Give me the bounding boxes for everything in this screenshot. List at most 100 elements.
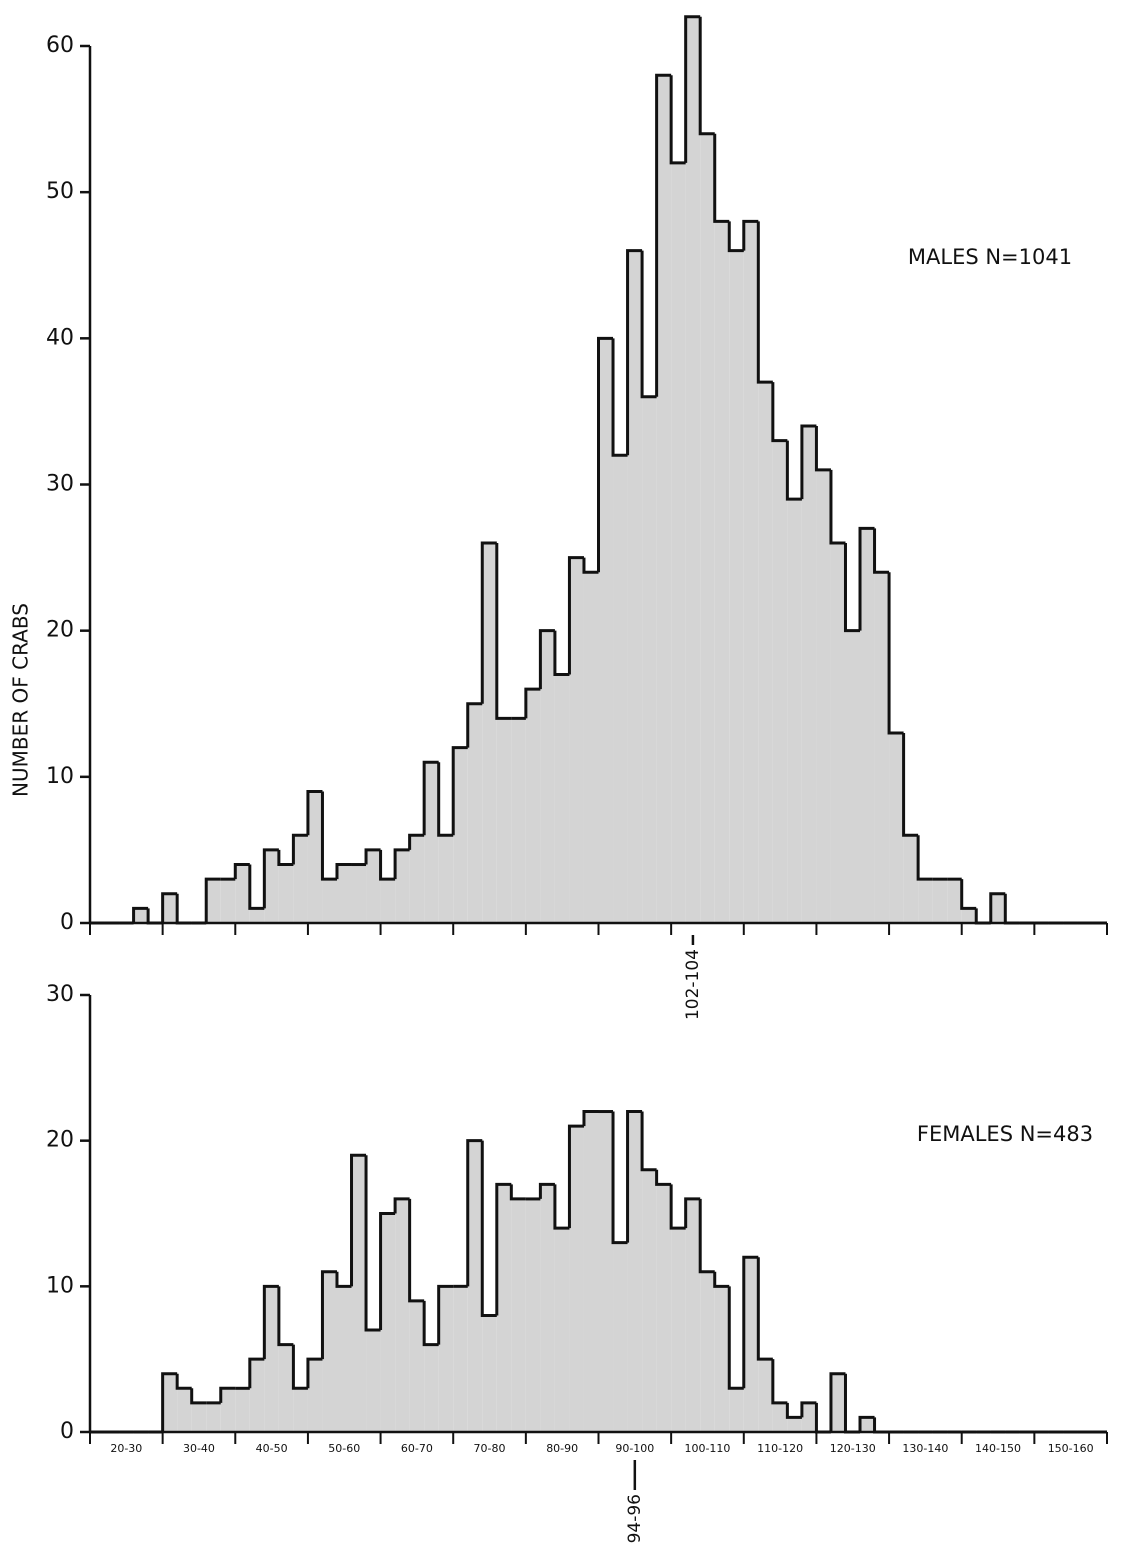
bar-outline xyxy=(161,892,178,923)
bar xyxy=(220,1388,236,1432)
bar xyxy=(860,528,875,923)
bar xyxy=(177,1388,192,1432)
bar-outline xyxy=(713,1271,730,1288)
annotation: MALES N=1041 xyxy=(908,245,1072,269)
bar xyxy=(830,542,846,923)
bar-outline xyxy=(335,1271,352,1288)
x-tick-label: 130-140 xyxy=(902,1442,948,1455)
bar xyxy=(613,1242,628,1432)
bar-outline xyxy=(393,848,410,880)
bar xyxy=(554,674,570,923)
x-tick-label: 110-120 xyxy=(757,1442,803,1455)
bar-outline xyxy=(248,864,265,910)
bar xyxy=(874,572,890,923)
bar-outline xyxy=(742,1255,759,1389)
bar xyxy=(961,908,977,923)
bar-outline xyxy=(727,221,744,253)
bar xyxy=(613,455,628,923)
bar-outline xyxy=(771,382,788,443)
bar-outline xyxy=(451,746,468,836)
bar-outline xyxy=(306,789,323,836)
bar-outline xyxy=(1003,893,1020,925)
bar xyxy=(772,1402,788,1432)
bar-outline xyxy=(466,702,483,748)
bar-outline xyxy=(655,73,672,397)
bar xyxy=(787,1417,802,1432)
bar xyxy=(845,630,861,923)
bar xyxy=(278,864,294,923)
bar-outline xyxy=(873,528,890,574)
bar-outline xyxy=(873,1417,890,1434)
bar xyxy=(220,879,236,923)
bar-outline xyxy=(814,426,831,472)
bar xyxy=(467,703,483,923)
bar-outline xyxy=(175,1373,192,1390)
bar-outline xyxy=(640,250,657,399)
bar-outline xyxy=(219,1386,236,1403)
bar-outline xyxy=(320,1270,337,1360)
bar-outline xyxy=(858,526,875,631)
bar xyxy=(758,382,773,923)
bar xyxy=(525,1198,541,1432)
bar-outline xyxy=(727,1286,744,1390)
bar xyxy=(598,338,614,923)
bar xyxy=(336,864,352,923)
bar xyxy=(395,849,410,923)
bar xyxy=(264,849,279,923)
bar xyxy=(540,630,555,923)
bar-outline xyxy=(364,1155,381,1332)
x-tick-label: 90-100 xyxy=(615,1442,654,1455)
bar-outline xyxy=(684,15,701,163)
bar xyxy=(264,1286,279,1432)
x-tick-label: 120-130 xyxy=(830,1442,876,1455)
bar-outline xyxy=(843,542,861,633)
bar xyxy=(453,747,468,923)
bar-outline xyxy=(756,221,773,384)
bar xyxy=(351,864,367,923)
bar-outline xyxy=(916,835,933,881)
bar xyxy=(293,1388,308,1432)
bar-outline xyxy=(785,440,802,501)
x-tick-label: 80-90 xyxy=(546,1442,578,1455)
y-axis-label: NUMBER OF CRABS xyxy=(9,603,33,797)
bar-outline xyxy=(974,908,991,925)
bar xyxy=(671,1228,686,1432)
x-tick-label: 50-60 xyxy=(328,1442,360,1455)
x-tick-label: 30-40 xyxy=(183,1442,215,1455)
bar xyxy=(380,879,396,923)
bar-outline xyxy=(422,1300,439,1347)
bar xyxy=(729,1388,744,1432)
y-tick-label: 30 xyxy=(46,982,74,1007)
bar xyxy=(903,835,919,923)
bar xyxy=(990,893,1006,923)
y-tick-label: 0 xyxy=(60,1419,74,1444)
x-tick-label: 70-80 xyxy=(474,1442,506,1455)
bar-outline xyxy=(713,133,730,223)
bar xyxy=(162,893,178,923)
bar xyxy=(351,1155,367,1432)
bar-outline xyxy=(814,1402,831,1434)
bar-outline xyxy=(248,1357,265,1389)
bar-outline xyxy=(233,863,250,880)
bar xyxy=(889,732,904,923)
bar-outline xyxy=(422,760,439,836)
bar xyxy=(293,835,308,923)
bar xyxy=(438,1286,454,1432)
bar-outline xyxy=(611,1111,628,1245)
bar xyxy=(191,1402,207,1432)
bar-outline xyxy=(524,687,541,719)
bar xyxy=(206,1402,221,1432)
x-tick-label: 60-70 xyxy=(401,1442,433,1455)
bar-outline xyxy=(379,849,396,881)
bar xyxy=(424,762,439,923)
bar-outline xyxy=(437,762,454,837)
bar-outline xyxy=(495,542,512,720)
bar-outline xyxy=(582,557,599,574)
bar xyxy=(801,1402,817,1432)
bar xyxy=(656,75,672,923)
bar xyxy=(511,718,526,923)
bar-outline xyxy=(408,1198,425,1303)
bar xyxy=(278,1344,294,1432)
y-tick-label: 20 xyxy=(46,618,74,643)
